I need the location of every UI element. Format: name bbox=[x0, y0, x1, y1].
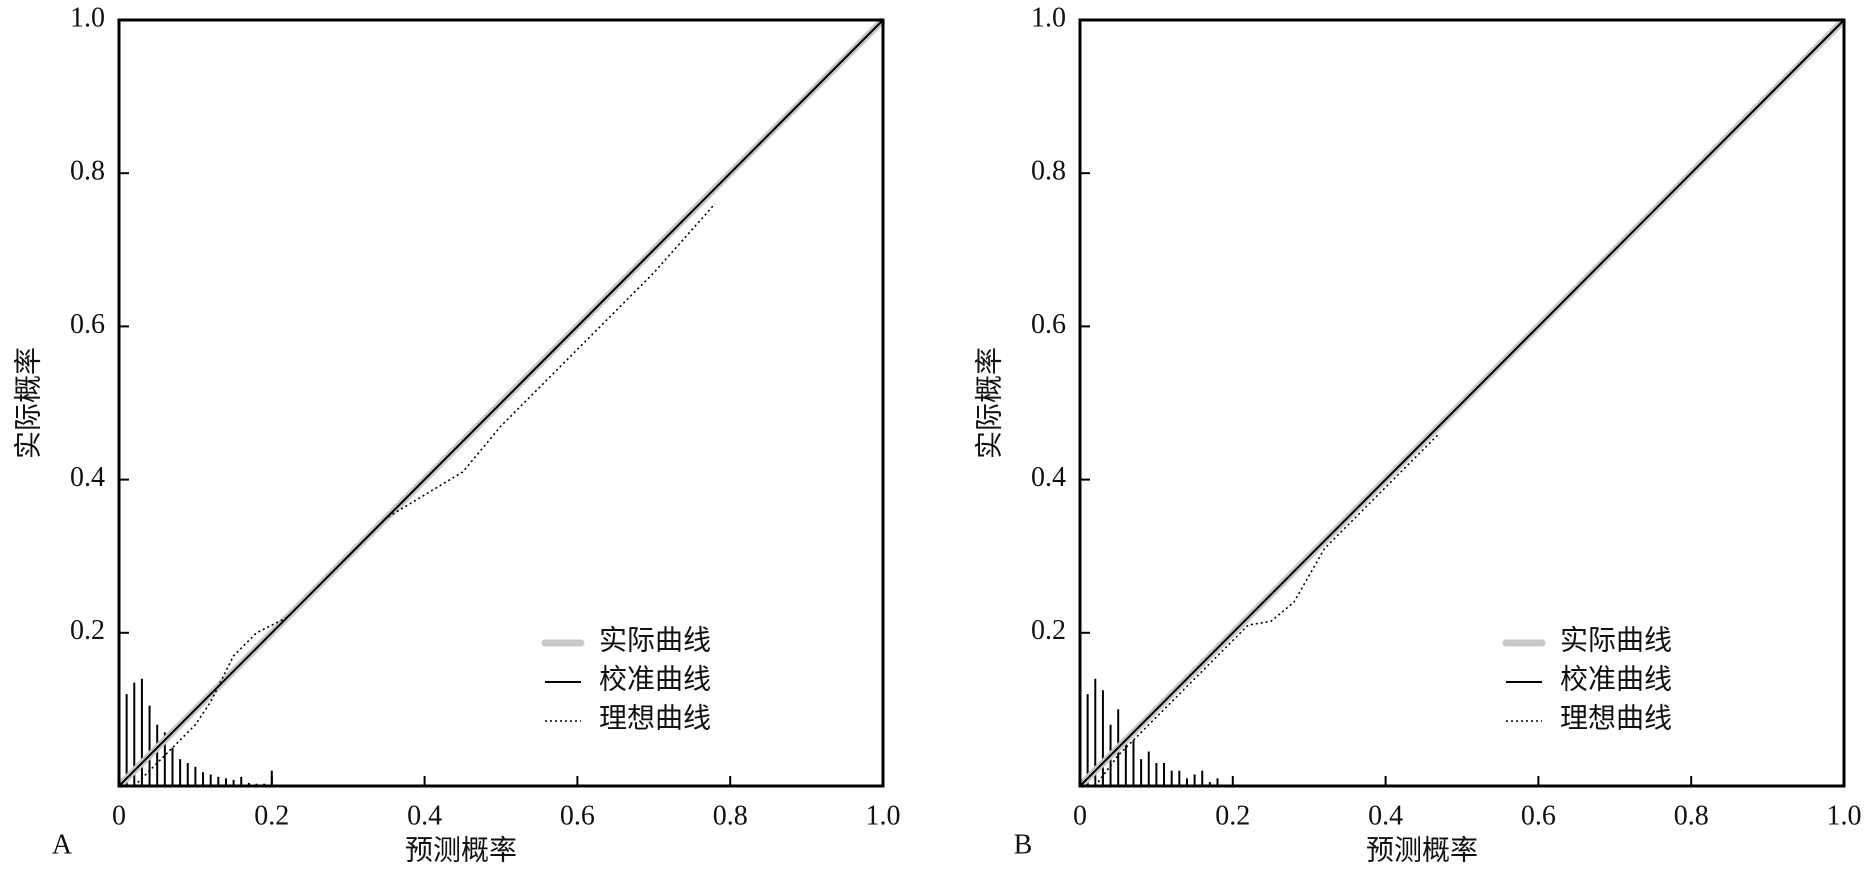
panel-label: B bbox=[1014, 829, 1033, 860]
x-tick-label: 0.4 bbox=[407, 800, 442, 831]
legend-label: 理想曲线 bbox=[1560, 702, 1672, 734]
y-tick-label: 0.2 bbox=[70, 615, 105, 646]
x-tick-label: 0.6 bbox=[1521, 800, 1556, 831]
x-axis-label: 预测概率 bbox=[405, 834, 517, 866]
legend-label: 实际曲线 bbox=[1560, 624, 1672, 656]
y-tick-label: 0.8 bbox=[1031, 156, 1066, 187]
x-tick-label: 0.8 bbox=[1674, 800, 1709, 831]
plot-frame bbox=[1078, 18, 1846, 788]
series-line bbox=[133, 203, 716, 787]
x-tick-label: 0.2 bbox=[1215, 800, 1250, 831]
x-tick-label: 1.0 bbox=[1827, 800, 1862, 831]
y-tick-label: 1.0 bbox=[70, 2, 105, 33]
y-tick-label: 0.2 bbox=[1031, 615, 1066, 646]
y-tick-label: 0.8 bbox=[70, 156, 105, 187]
y-axis-label: 实际概率 bbox=[12, 347, 44, 459]
legend-label: 校准曲线 bbox=[1560, 663, 1672, 695]
y-axis-label: 实际概率 bbox=[973, 347, 1005, 459]
panel-label: A bbox=[52, 829, 73, 860]
x-tick-label: 0 bbox=[112, 800, 126, 831]
y-tick-label: 0.4 bbox=[1031, 462, 1066, 493]
legend-label: 校准曲线 bbox=[599, 663, 711, 695]
legend-label: 理想曲线 bbox=[599, 702, 711, 734]
x-tick-label: 0.8 bbox=[713, 800, 748, 831]
plot-frame bbox=[117, 18, 885, 788]
x-tick-label: 1.0 bbox=[866, 800, 901, 831]
x-tick-label: 0.4 bbox=[1368, 800, 1403, 831]
series-line bbox=[1094, 433, 1440, 787]
x-tick-label: 0.2 bbox=[254, 800, 289, 831]
y-tick-label: 1.0 bbox=[1031, 2, 1066, 33]
x-tick-label: 0.6 bbox=[560, 800, 595, 831]
x-axis-label: 预测概率 bbox=[1366, 834, 1478, 866]
y-tick-label: 0.4 bbox=[70, 462, 105, 493]
series-line bbox=[118, 19, 884, 787]
y-tick-label: 0.6 bbox=[1031, 309, 1066, 340]
x-tick-label: 0 bbox=[1073, 800, 1087, 831]
y-tick-label: 0.6 bbox=[70, 309, 105, 340]
legend-label: 实际曲线 bbox=[599, 624, 711, 656]
series-line bbox=[1079, 19, 1845, 787]
